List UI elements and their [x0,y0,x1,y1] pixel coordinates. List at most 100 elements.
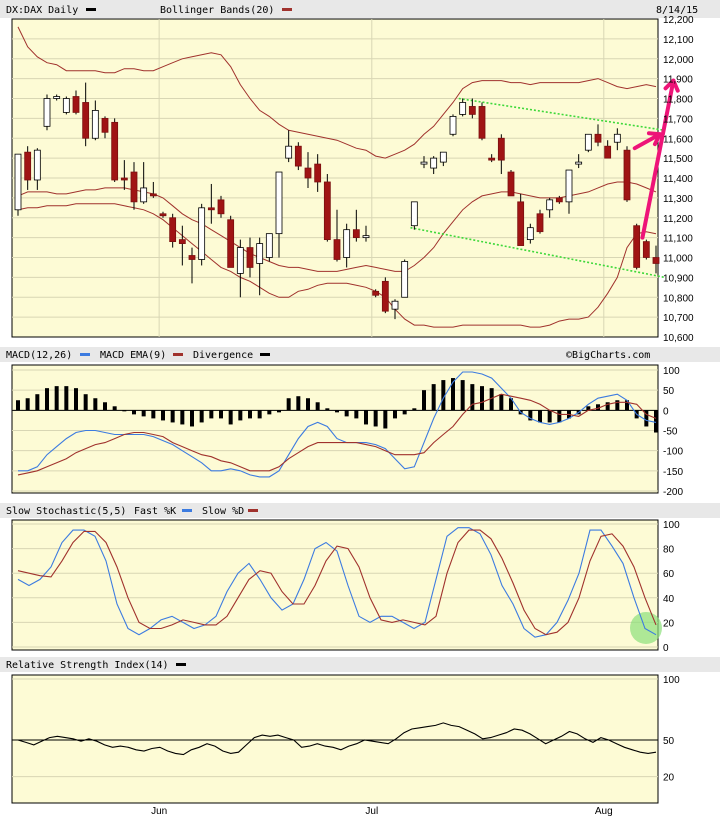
candle-up [362,235,370,239]
arrows [632,78,680,240]
rsi-legend-label: Relative Strength Index(14) [6,660,169,671]
candle-down [294,145,302,167]
divergence-bar [499,394,504,411]
candle-down [207,207,215,211]
candle-down [24,151,32,181]
divergence-bar [596,404,600,411]
price-y-tick-label: 12,000 [663,55,694,66]
divergence-bar [644,410,649,427]
divergence-bar [373,410,378,427]
macd-legend-label-1: MACD(12,26) [6,350,72,361]
price-title-legend-swatch [86,8,96,11]
macd-lines [17,371,657,478]
rsi-line [17,722,657,756]
divergence-bar [325,408,330,411]
divergence-bar [431,384,436,411]
candle-down [130,171,138,203]
divergence-bar [64,386,69,411]
candle-up [14,153,22,211]
rsi-plot-background [11,674,659,804]
divergence-bar [615,400,620,411]
rsi-line [17,722,657,756]
candle-up [459,102,467,115]
stochastic-legend-label-1: Slow Stochastic(5,5) [6,506,126,517]
candle-down [188,255,196,260]
candle-up [265,233,273,258]
candle-up [401,261,409,298]
bollinger-upper-band [17,26,657,159]
candle-up [584,133,592,151]
stochastic-y-tick-label: 20 [663,618,675,629]
stochastic-panel: Slow Stochastic(5,5) Fast %K Slow %D 100… [0,503,720,654]
rsi-y-tick-label: 100 [663,675,680,686]
macd-y-tick-label: 0 [663,406,669,417]
divergence-bar [557,410,562,423]
divergence-bar [209,410,214,419]
price-y-tick-label: 10,900 [663,273,694,284]
divergence-bar [460,380,465,411]
candle-up [410,201,418,227]
price-chart-title: DX:DAX Daily [6,5,78,16]
divergence-bar [315,402,320,411]
price-y-tick-label: 11,500 [663,154,693,165]
arrow-head [646,131,662,147]
divergence-bar [199,410,204,423]
macd-y-tick-label: -100 [663,447,683,458]
macd-legend-swatch-2 [173,353,183,356]
stochastic-grid [12,523,658,648]
candle-down [488,157,496,161]
candle-down [169,217,177,243]
divergence-bar [151,410,156,419]
trendlines [410,97,665,279]
stochastic-legend-label-3: Slow %D [202,506,244,517]
divergence-bar [45,388,49,411]
divergence-bar [122,410,127,412]
stochastic-header-bar [0,503,720,518]
divergence-bar [228,410,233,425]
divergence-bar [54,386,59,411]
arrow-shaft [632,132,662,151]
rsi-panel: Relative Strength Index(14) 100 50 20 [0,657,720,804]
macd-panel: MACD(12,26) MACD EMA(9) Divergence ©BigC… [0,347,720,498]
divergence-bar [625,400,629,411]
candle-up [33,149,41,181]
candle-down [604,145,612,159]
candle-down [111,121,119,181]
candle-up [285,145,293,159]
divergence-bar [112,406,117,411]
divergence-bar [412,408,417,411]
divergence-bar [35,394,40,411]
candle-down [652,257,660,264]
stochastic-y-tick-label: 40 [663,594,675,605]
price-y-tick-label: 10,600 [663,333,694,344]
price-panel: DX:DAX Daily Bollinger Bands(20) 8/14/15… [0,0,720,803]
macd-y-tick-label: 50 [663,386,675,397]
divergence-bar [180,410,185,425]
candle-down [555,197,563,203]
divergence-bar [605,402,610,411]
watermark: ©BigCharts.com [566,350,650,361]
candle-up [430,157,438,169]
rsi-grid [12,678,658,778]
price-y-tick-label: 11,900 [663,75,693,86]
candle-down [323,181,331,241]
candle-up [449,115,457,135]
divergence-bar [219,410,223,419]
macd-header-bar [0,347,720,362]
divergence-bar [422,390,426,411]
divergence-bar [248,410,252,419]
rsi-y-axis: 100 50 20 [663,675,680,784]
macd-y-tick-label: -50 [663,427,678,438]
candle-up [420,161,428,165]
stochastic-y-tick-label: 0 [663,643,669,654]
candle-up [53,96,61,99]
rsi-legend-swatch [176,663,186,666]
stochastic-y-tick-label: 100 [663,520,680,531]
price-y-axis: 12,200 12,100 12,000 11,900 11,800 11,700 11,6… [663,15,694,344]
candle-up [343,229,351,258]
price-y-tick-label: 10,700 [663,313,694,324]
oversold-highlight [630,612,662,644]
candlesticks [14,82,660,320]
divergence-bar [586,406,591,411]
candle-down [227,219,235,268]
